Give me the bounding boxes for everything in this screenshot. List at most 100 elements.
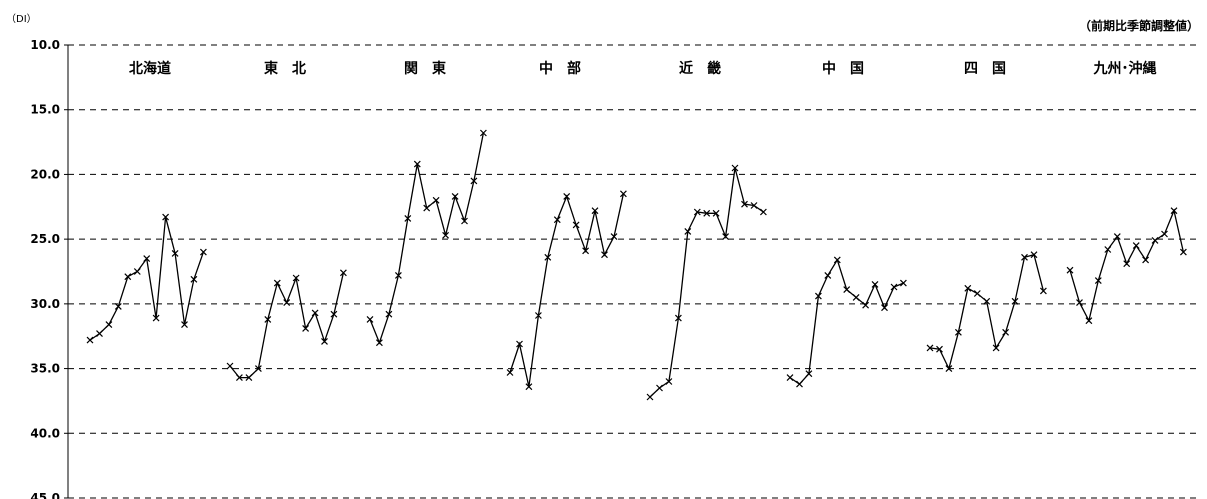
y-tick-label: 10.0	[30, 38, 60, 52]
data-point	[703, 209, 711, 217]
data-point	[805, 370, 813, 378]
data-point	[264, 315, 272, 323]
data-point	[871, 280, 879, 288]
series-line	[229, 272, 345, 379]
region-labels: 北海道 東 北 関 東 中 部 近 畿 中 国 四 国 九州･沖縄	[129, 60, 1157, 77]
data-point	[442, 231, 450, 239]
data-point	[601, 251, 608, 259]
data-point	[311, 309, 319, 317]
data-point	[1179, 248, 1187, 256]
data-point	[750, 202, 758, 209]
data-point	[1170, 207, 1178, 215]
data-point	[96, 330, 103, 338]
data-point	[591, 207, 599, 215]
data-point	[945, 365, 953, 373]
y-tick-label: 20.0	[30, 167, 60, 181]
data-point	[1039, 287, 1047, 295]
y-axis-label: （DI）	[6, 14, 37, 25]
data-point	[646, 393, 654, 401]
data-point	[245, 374, 253, 382]
data-point	[152, 314, 160, 322]
series-7	[926, 251, 1047, 373]
data-point	[181, 321, 188, 329]
data-point	[432, 196, 440, 204]
region-label: 近 畿	[679, 60, 721, 77]
data-point	[712, 209, 720, 217]
series-4	[506, 190, 627, 391]
data-point	[1094, 277, 1102, 285]
series-line	[89, 216, 205, 341]
data-point	[563, 192, 571, 200]
data-point	[1132, 242, 1140, 250]
data-point	[451, 192, 459, 200]
series-line	[929, 253, 1045, 371]
data-point	[1085, 317, 1093, 325]
data-point	[786, 374, 794, 382]
data-point	[852, 293, 860, 301]
data-point	[983, 297, 991, 305]
data-point	[843, 286, 851, 294]
data-point	[124, 273, 132, 281]
data-point	[321, 337, 328, 345]
region-label: 九州･沖縄	[1093, 60, 1157, 77]
data-point	[330, 310, 338, 318]
data-point	[1021, 253, 1028, 261]
data-point	[404, 214, 412, 222]
data-point	[741, 200, 748, 208]
data-point	[936, 345, 943, 353]
data-point	[171, 249, 179, 257]
y-tick-label: 35.0	[30, 362, 60, 376]
series-line	[509, 193, 625, 387]
data-point	[1104, 246, 1112, 253]
data-point	[890, 283, 898, 291]
data-point	[525, 383, 533, 391]
data-point	[133, 268, 141, 275]
data-point	[479, 129, 487, 137]
series-lines	[86, 129, 1187, 401]
data-point	[954, 328, 962, 336]
y-tick-label: 45.0	[30, 491, 60, 499]
data-point	[162, 213, 170, 221]
region-label: 東 北	[264, 60, 306, 77]
data-point	[1142, 256, 1150, 264]
data-point	[544, 253, 552, 261]
data-point	[114, 302, 122, 310]
data-point	[235, 374, 243, 382]
data-point	[226, 362, 234, 370]
y-tick-label: 25.0	[30, 232, 60, 246]
data-point	[302, 324, 310, 332]
y-tick-labels: 10.0 15.0 20.0 25.0 30.0 35.0 40.0 45.0	[30, 38, 60, 499]
region-label: 四 国	[964, 61, 1006, 77]
data-point	[105, 321, 113, 329]
data-point	[862, 301, 870, 309]
data-point	[992, 344, 1000, 352]
series-2	[226, 269, 347, 382]
data-point	[283, 299, 291, 307]
data-point	[926, 344, 934, 352]
data-point	[1123, 260, 1131, 268]
data-point	[506, 369, 514, 376]
data-point	[814, 292, 822, 300]
data-point	[881, 304, 888, 312]
data-point	[143, 255, 151, 263]
data-point	[899, 279, 907, 287]
data-point	[824, 271, 832, 279]
series-8	[1066, 207, 1187, 325]
data-point	[1002, 328, 1010, 336]
series-line	[789, 258, 904, 385]
data-point	[759, 208, 767, 216]
data-point	[553, 216, 561, 224]
data-point	[582, 247, 590, 255]
y-tick-label: 15.0	[30, 103, 60, 117]
data-point	[516, 340, 523, 348]
data-point	[722, 233, 730, 241]
data-point	[86, 336, 94, 344]
data-point	[385, 310, 393, 318]
data-point	[1151, 236, 1159, 244]
data-point	[423, 204, 431, 212]
data-point	[470, 177, 478, 185]
data-point	[693, 208, 701, 216]
series-1	[86, 213, 207, 344]
series-3	[366, 129, 487, 347]
